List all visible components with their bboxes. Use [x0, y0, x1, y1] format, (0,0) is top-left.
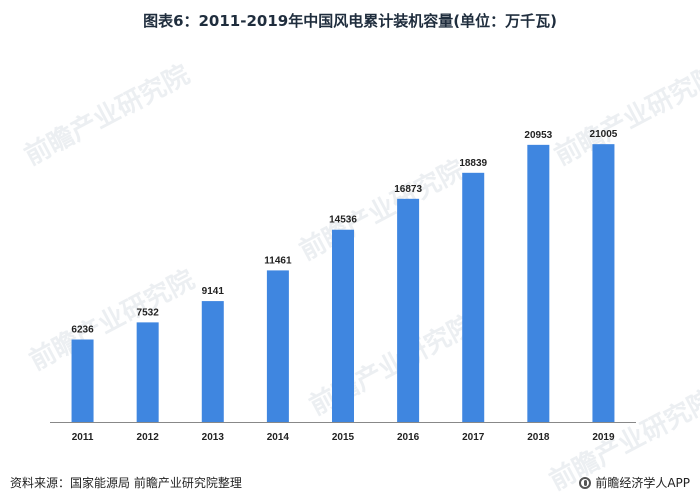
footer-brand: 前瞻经济学人APP: [579, 474, 690, 491]
x-tick-label-2012: 2012: [137, 432, 160, 443]
bar-2014: [266, 270, 289, 422]
bar-2016: [397, 198, 420, 422]
x-tick-label-2015: 2015: [332, 432, 355, 443]
bar-2019: [592, 144, 615, 422]
data-label-2018: 20953: [524, 130, 552, 141]
bar-2017: [462, 172, 485, 422]
source-note: 资料来源：国家能源局 前瞻产业研究院整理: [10, 476, 242, 490]
x-tick-label-2017: 2017: [462, 432, 485, 443]
x-tick-label-2013: 2013: [202, 432, 225, 443]
bar-2012: [136, 322, 159, 422]
bar-2015: [332, 229, 354, 422]
bar-2013: [201, 301, 224, 422]
x-tick-label-2018: 2018: [527, 432, 550, 443]
data-label-2013: 9141: [202, 286, 225, 297]
footer-brand-label: 前瞻经济学人APP: [595, 476, 690, 490]
data-label-2019: 21005: [590, 129, 618, 140]
x-tick-label-2014: 2014: [267, 432, 290, 443]
brand-logo-icon: [579, 476, 592, 489]
data-label-2012: 7532: [137, 307, 160, 318]
data-label-2017: 18839: [459, 158, 487, 169]
x-tick-label-2011: 2011: [72, 432, 94, 443]
bar-2011: [71, 339, 94, 422]
data-label-2014: 11461: [264, 255, 292, 266]
chart-title: 图表6：2011-2019年中国风电累计装机容量(单位：万千瓦): [143, 12, 557, 30]
x-tick-label-2016: 2016: [397, 432, 420, 443]
x-tick-label-2019: 2019: [592, 432, 615, 443]
data-label-2016: 16873: [394, 184, 422, 195]
data-label-2011: 6236: [71, 325, 94, 336]
bar-2018: [527, 144, 550, 422]
data-label-2015: 14536: [329, 215, 357, 226]
